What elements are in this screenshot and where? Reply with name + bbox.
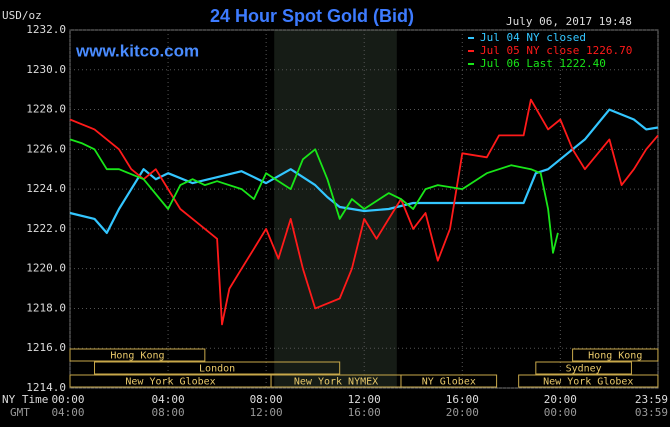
session-label: Sydney	[566, 364, 602, 375]
y-tick-label: 1214.0	[26, 381, 66, 394]
price-line	[69, 108, 659, 234]
legend-label: Jul 04 NY closed	[480, 31, 586, 44]
x-tick-label: 12:00	[348, 393, 381, 406]
gmt-tick-label: 12:00	[250, 406, 283, 419]
session-label: London	[199, 364, 235, 375]
gmt-tick-label: 03:59	[635, 406, 668, 419]
y-axis-label: USD/oz	[2, 9, 42, 22]
y-tick-label: 1222.0	[26, 222, 66, 235]
gmt-tick-label: 20:00	[446, 406, 479, 419]
legend-label: Jul 06 Last 1222.40	[480, 57, 606, 70]
timestamp: July 06, 2017 19:48	[506, 15, 632, 28]
x-tick-label: 16:00	[446, 393, 479, 406]
session-box	[518, 374, 659, 388]
y-tick-label: 1224.0	[26, 182, 66, 195]
session-label: New York Globex	[125, 377, 215, 388]
y-tick-label: 1226.0	[26, 142, 66, 155]
x-tick-label: 23:59	[635, 393, 668, 406]
gmt-tick-label: 08:00	[152, 406, 185, 419]
y-tick-label: 1220.0	[26, 262, 66, 275]
x-tick-label: 00:00	[51, 393, 84, 406]
session-box	[94, 361, 341, 375]
chart-title: 24 Hour Spot Gold (Bid)	[210, 6, 414, 26]
session-box	[69, 348, 206, 362]
y-tick-label: 1230.0	[26, 63, 66, 76]
x-tick-label: 04:00	[152, 393, 185, 406]
legend-label: Jul 05 NY close 1226.70	[480, 44, 632, 57]
gmt-tick-label: 16:00	[348, 406, 381, 419]
y-tick-label: 1232.0	[26, 23, 66, 36]
y-tick-label: 1218.0	[26, 301, 66, 314]
x-tick-label: 20:00	[544, 393, 577, 406]
session-box	[572, 348, 659, 362]
gmt-tick-label: 04:00	[51, 406, 84, 419]
session-box	[400, 374, 498, 388]
x-axis-label: NY Time	[2, 393, 48, 406]
session-label: NY Globex	[422, 377, 476, 388]
y-tick-label: 1216.0	[26, 341, 66, 354]
gmt-tick-label: 00:00	[544, 406, 577, 419]
session-label: Hong Kong	[110, 351, 164, 362]
watermark: www.kitco.com	[75, 41, 199, 60]
price-line	[69, 138, 559, 254]
price-line	[69, 98, 659, 326]
session-label: Hong Kong	[588, 351, 642, 362]
session-label: New York NYMEX	[294, 377, 378, 388]
session-box	[535, 361, 632, 375]
x-tick-label: 08:00	[250, 393, 283, 406]
x2-axis-label: GMT	[10, 406, 30, 419]
session-label: New York Globex	[543, 377, 633, 388]
y-tick-label: 1228.0	[26, 103, 66, 116]
